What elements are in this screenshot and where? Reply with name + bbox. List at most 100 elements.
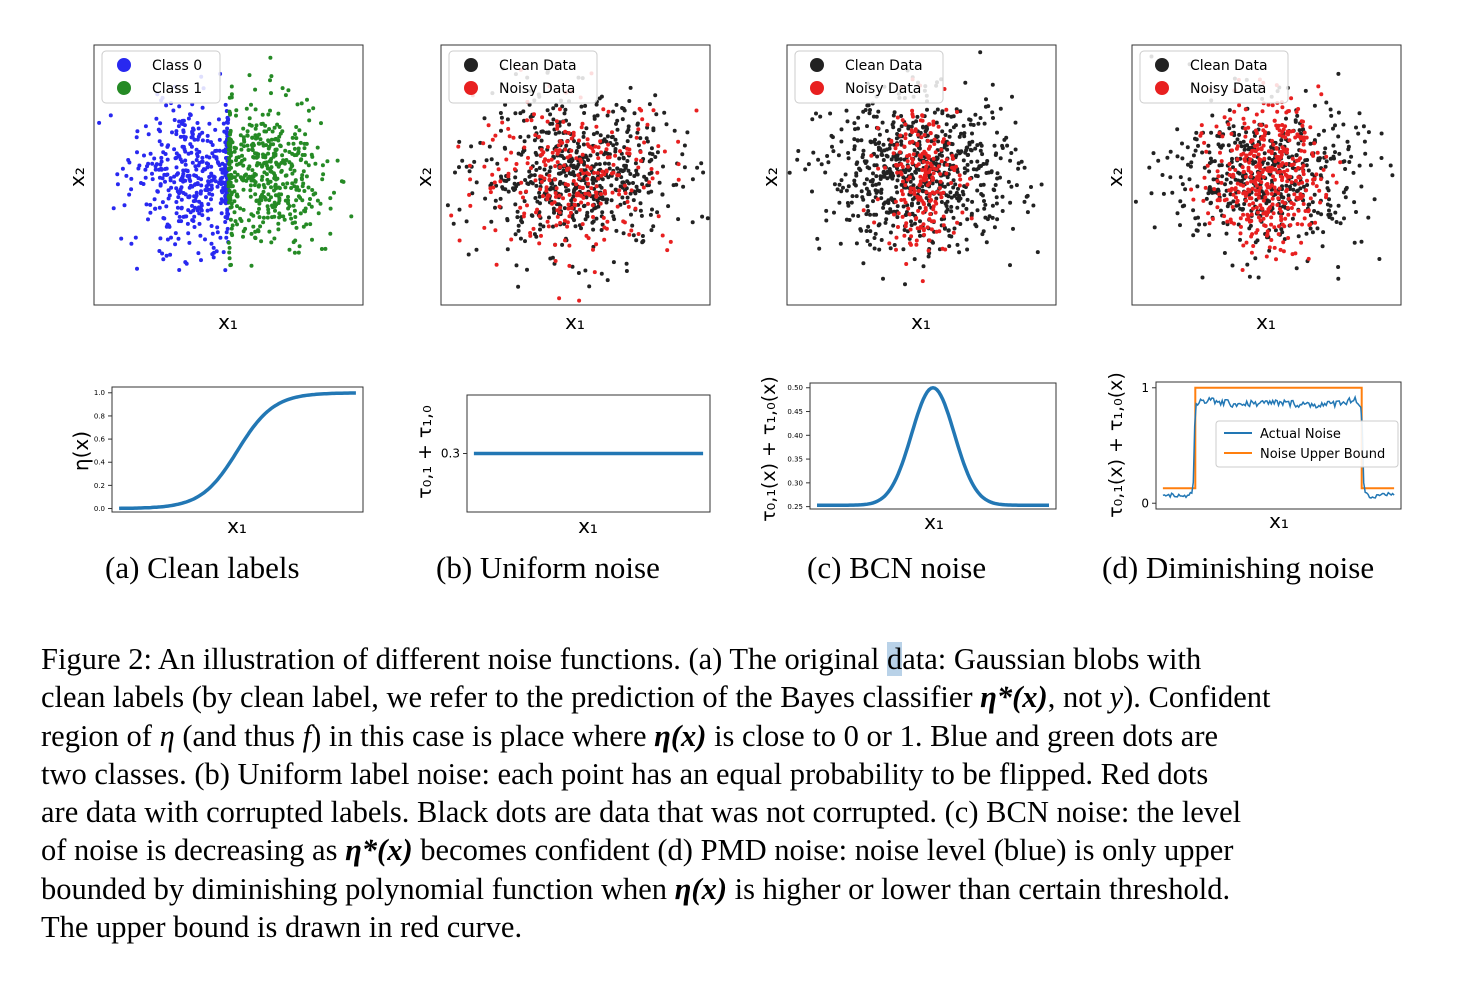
scatter-point <box>299 101 304 106</box>
scatter-point <box>1295 113 1300 118</box>
scatter-point <box>1336 134 1341 139</box>
scatter-point <box>232 149 237 154</box>
scatter-point <box>920 279 925 284</box>
scatter-point <box>511 135 516 140</box>
scatter-point <box>990 110 995 115</box>
scatter-point <box>978 183 983 188</box>
scatter-point <box>954 192 959 196</box>
scatter-point <box>572 198 577 202</box>
scatter-point <box>1372 197 1377 202</box>
scatter-point <box>998 106 1003 111</box>
scatter-point <box>875 126 880 130</box>
scatter-point <box>1362 139 1367 144</box>
text-selection-highlight[interactable]: d <box>886 642 903 676</box>
scatter-point <box>119 236 124 241</box>
scatter-point <box>629 188 634 193</box>
scatter-point <box>228 138 233 143</box>
scatter-point <box>588 166 593 171</box>
scatter-point <box>269 185 273 190</box>
scatter-point <box>926 248 931 253</box>
scatter-point <box>1005 143 1010 148</box>
scatter-point <box>1286 196 1291 201</box>
scatter-point <box>921 264 926 269</box>
scatter-point <box>1252 133 1257 138</box>
scatter-point <box>850 194 855 199</box>
scatter-point <box>948 128 953 133</box>
scatter-point <box>1238 216 1243 221</box>
scatter-point <box>252 183 257 188</box>
scatter-point <box>524 189 529 194</box>
scatter-point <box>1228 192 1233 197</box>
scatter-point <box>295 185 300 190</box>
scatter-point <box>154 116 159 121</box>
scatter-point <box>492 180 497 185</box>
scatter-point <box>967 142 972 147</box>
scatter-point <box>1321 230 1326 235</box>
scatter-point <box>190 203 194 208</box>
scatter-point <box>499 115 504 120</box>
scatter-point <box>472 159 477 164</box>
scatter-point <box>939 195 944 200</box>
scatter-point <box>1241 212 1246 217</box>
scatter-point <box>129 241 134 246</box>
scatter-point <box>567 263 572 268</box>
scatter-point <box>951 114 956 119</box>
scatter-point <box>204 184 209 189</box>
scatter-point <box>1235 181 1240 186</box>
scatter-point <box>521 214 526 219</box>
scatter-point <box>319 121 323 126</box>
scatter-point <box>1209 130 1214 135</box>
scatter-point <box>635 121 640 126</box>
scatter-point <box>951 185 956 190</box>
y-tick-label: 0.35 <box>787 456 803 464</box>
scatter-point <box>594 102 599 107</box>
scatter-point <box>528 180 533 184</box>
caption-line: Figure 2: An illustration of different n… <box>41 642 1202 676</box>
scatter-point <box>535 207 540 212</box>
scatter-point <box>1265 161 1270 166</box>
scatter-point <box>499 174 503 179</box>
scatter-point <box>890 176 895 181</box>
scatter-point <box>645 139 650 144</box>
scatter-point <box>260 112 265 117</box>
scatter-point <box>932 137 937 142</box>
scatter-point <box>219 197 224 202</box>
scatter-point <box>266 151 271 156</box>
scatter-point <box>229 92 234 97</box>
scatter-point <box>1310 172 1315 177</box>
scatter-point <box>297 128 302 133</box>
scatter-point <box>898 133 903 138</box>
scatter-point <box>1203 185 1208 190</box>
scatter-point <box>1390 173 1395 178</box>
scatter-point <box>928 192 933 196</box>
scatter-point <box>253 229 258 234</box>
scatter-point <box>553 191 558 196</box>
scatter-point <box>228 147 233 152</box>
scatter-point <box>541 194 545 199</box>
scatter-point <box>888 209 893 214</box>
scatter-point <box>1271 167 1276 172</box>
scatter-point <box>945 113 950 118</box>
scatter-point <box>582 203 587 208</box>
scatter-point <box>561 196 565 201</box>
scatter-point <box>168 176 173 181</box>
scatter-point <box>253 192 258 197</box>
scatter-point <box>699 161 704 166</box>
scatter-point <box>962 170 967 175</box>
scatter-point <box>253 133 258 138</box>
scatter-point <box>1274 257 1278 262</box>
scatter-point <box>579 168 584 173</box>
scatter-point <box>569 136 574 141</box>
scatter-point <box>184 261 189 266</box>
scatter-point <box>1241 116 1246 121</box>
y-tick-label: 0.0 <box>94 505 105 513</box>
scatter-point <box>1247 160 1252 165</box>
scatter-point <box>1227 167 1232 172</box>
scatter-point <box>961 192 966 197</box>
scatter-point <box>495 161 500 166</box>
scatter-point <box>253 107 258 112</box>
scatter-point <box>851 213 856 218</box>
scatter-point <box>189 135 194 140</box>
scatter-point <box>233 219 238 224</box>
scatter-point <box>115 172 120 177</box>
